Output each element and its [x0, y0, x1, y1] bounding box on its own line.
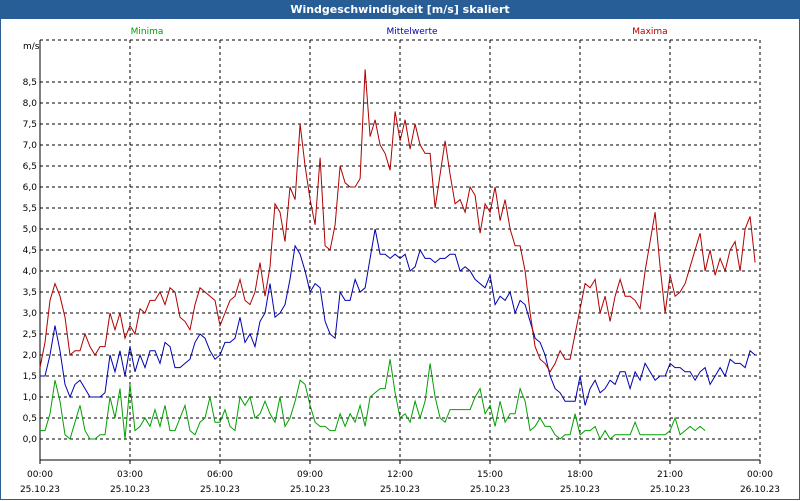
y-tick-label: 8,0 [23, 99, 38, 109]
legend: Minima Mittelwerte Maxima [131, 27, 668, 37]
y-tick-label: 4,5 [23, 246, 37, 256]
x-tick-time: 18:00 [567, 470, 593, 480]
y-tick-label: 0,5 [23, 414, 37, 424]
series-line-maxima [39, 69, 756, 373]
x-tick-time: 03:00 [117, 470, 143, 480]
y-tick-label: 4,0 [23, 267, 38, 277]
y-tick-label: 1,5 [23, 372, 37, 382]
x-tick-time: 21:00 [657, 470, 683, 480]
series-line-minima [40, 359, 706, 441]
y-tick-label: 8,5 [23, 78, 37, 88]
y-tick-label: 7,0 [23, 141, 38, 151]
y-tick-label: 1,0 [23, 393, 38, 403]
x-tick-time: 15:00 [477, 470, 503, 480]
x-tick-date: 25.10.23 [200, 485, 240, 495]
y-axis-label: m/s [23, 42, 40, 52]
x-tick-date: 25.10.23 [650, 485, 690, 495]
x-tick-time: 00:00 [27, 470, 53, 480]
window-title: Windgeschwindigkeit [m/s] skaliert [1, 1, 799, 19]
y-tick-label: 0,0 [23, 435, 38, 445]
series-line-mittelwerte [40, 228, 756, 406]
x-tick-time: 09:00 [297, 470, 323, 480]
y-tick-label: 2,5 [23, 330, 37, 340]
x-axis-ticks: 00:00 25.10.23 03:00 25.10.23 06:00 25.10.23 0… [20, 470, 780, 495]
x-tick-date: 25.10.23 [470, 485, 510, 495]
x-tick-time: 00:00 [747, 470, 773, 480]
x-tick-time: 12:00 [387, 470, 413, 480]
y-tick-label: 5,0 [23, 225, 38, 235]
y-tick-label: 6,5 [23, 162, 37, 172]
y-tick-label: 6,0 [23, 183, 38, 193]
x-tick-date: 26.10.23 [740, 485, 780, 495]
axes [39, 39, 761, 464]
legend-mittelwerte: Mittelwerte [386, 27, 437, 37]
y-axis-ticks: 0,0 0,5 1,0 1,5 2,0 2,5 3,0 3,5 4,0 4,5 5,0 5,5 6,0 6… [23, 78, 38, 445]
x-tick-date: 25.10.23 [290, 485, 330, 495]
legend-maxima: Maxima [632, 27, 667, 37]
x-tick-date: 25.10.23 [560, 485, 600, 495]
y-tick-label: 3,0 [23, 309, 38, 319]
y-tick-label: 7,5 [23, 120, 37, 130]
grid [40, 40, 760, 460]
y-tick-label: 5,5 [23, 204, 37, 214]
y-tick-label: 2,0 [23, 351, 38, 361]
legend-minima: Minima [131, 27, 164, 37]
x-tick-time: 06:00 [207, 470, 233, 480]
x-tick-date: 25.10.23 [20, 485, 60, 495]
y-tick-label: 3,5 [23, 288, 37, 298]
series-lines [39, 69, 756, 441]
x-tick-date: 25.10.23 [110, 485, 150, 495]
x-tick-date: 25.10.23 [380, 485, 420, 495]
